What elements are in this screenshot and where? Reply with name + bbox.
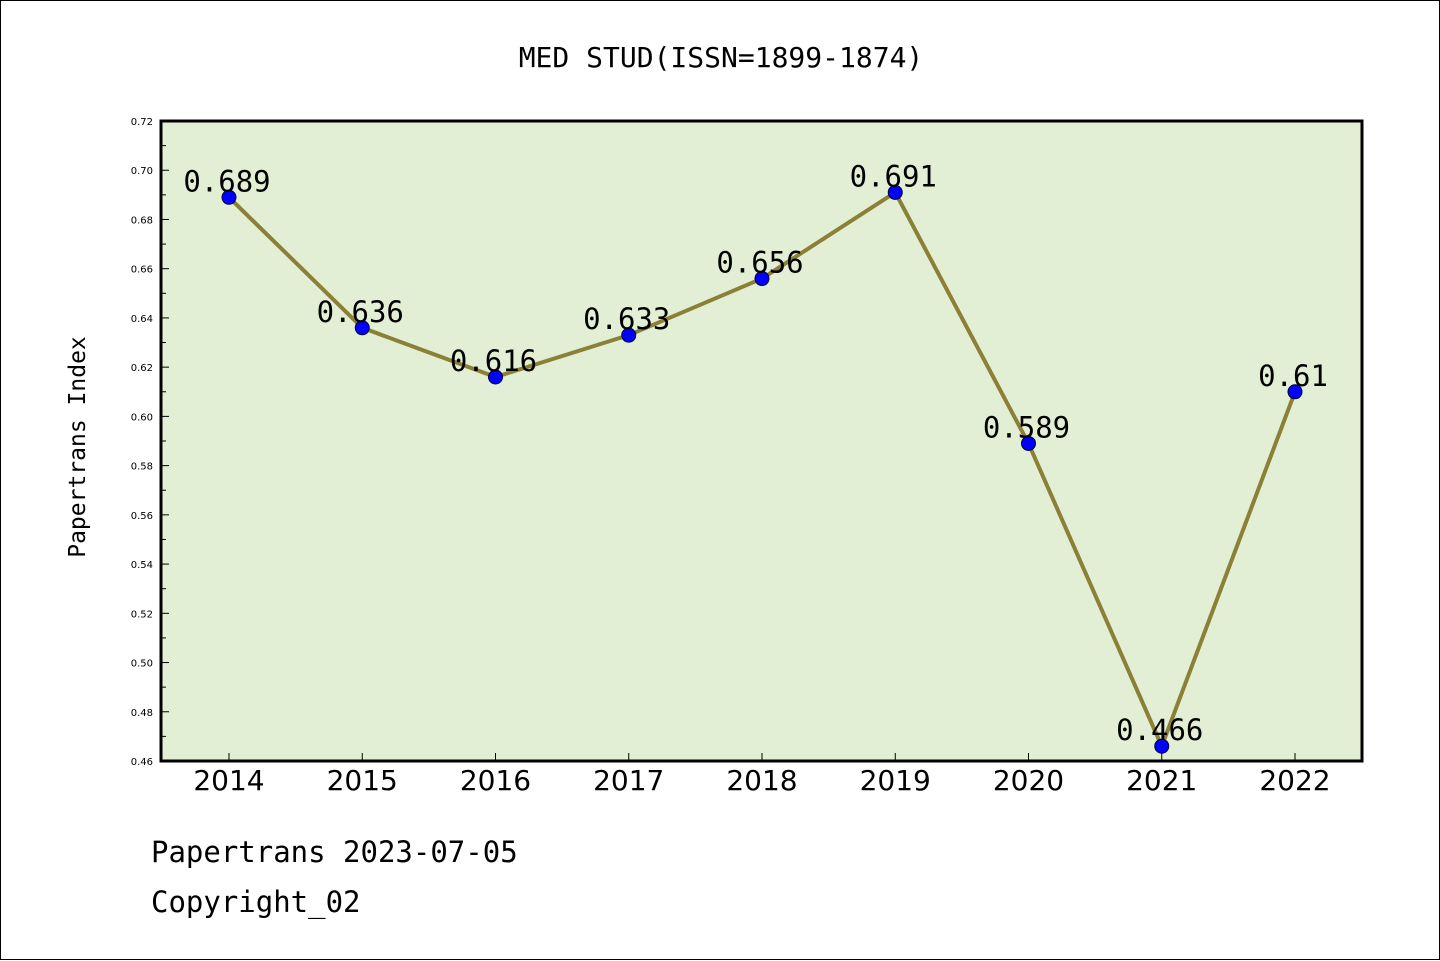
y-tick-label: 0.68 bbox=[131, 215, 153, 226]
data-point bbox=[1154, 738, 1170, 754]
data-label: 0.689 bbox=[183, 164, 270, 198]
data-label: 0.61 bbox=[1258, 359, 1328, 393]
data-point bbox=[887, 184, 903, 200]
data-label: 0.691 bbox=[850, 159, 937, 193]
x-tick-label: 2017 bbox=[593, 764, 664, 797]
data-point bbox=[221, 189, 237, 205]
y-tick-label: 0.50 bbox=[131, 659, 153, 670]
y-tick-label: 0.46 bbox=[131, 757, 153, 768]
footer-copyright: Copyright_02 bbox=[151, 885, 361, 919]
data-labels: 0.689 0.636 0.616 0.633 0.656 0.691 0.589 0.466… bbox=[183, 159, 1328, 747]
y-tick-label: 0.62 bbox=[131, 363, 153, 374]
x-axis: 2014 2015 2016 2017 2018 2019 2020 2021 2022 bbox=[193, 753, 1331, 797]
data-label: 0.589 bbox=[983, 410, 1070, 444]
data-label: 0.616 bbox=[450, 344, 537, 378]
data-point bbox=[488, 369, 503, 385]
x-tick-label: 2018 bbox=[726, 764, 797, 797]
x-tick-label: 2020 bbox=[993, 764, 1064, 797]
data-point bbox=[1021, 435, 1036, 451]
data-label: 0.656 bbox=[716, 246, 803, 280]
data-point bbox=[1287, 384, 1303, 400]
y-tick-label: 0.72 bbox=[131, 117, 153, 128]
y-tick-label: 0.66 bbox=[131, 265, 153, 276]
y-tick-label: 0.54 bbox=[131, 560, 153, 571]
data-label: 0.636 bbox=[317, 295, 404, 329]
y-tick-label: 0.58 bbox=[131, 462, 153, 473]
data-label: 0.633 bbox=[583, 302, 670, 336]
y-tick-label: 0.52 bbox=[131, 609, 153, 620]
x-tick-label: 2022 bbox=[1259, 764, 1330, 797]
x-tick-label: 2019 bbox=[860, 764, 931, 797]
chart-title: MED STUD(ISSN=1899-1874) bbox=[519, 41, 924, 74]
y-tick-label: 0.48 bbox=[131, 708, 153, 719]
data-point bbox=[354, 320, 370, 336]
y-tick-label: 0.64 bbox=[131, 314, 153, 325]
data-markers bbox=[221, 184, 1303, 754]
y-tick-label: 0.60 bbox=[131, 412, 153, 423]
footer-date: Papertrans 2023-07-05 bbox=[151, 835, 518, 869]
y-tick-label: 0.70 bbox=[131, 166, 153, 177]
data-point bbox=[754, 271, 770, 287]
y-axis-label: Papertrans Index bbox=[65, 336, 91, 558]
x-tick-label: 2016 bbox=[460, 764, 531, 797]
data-label: 0.466 bbox=[1116, 713, 1203, 747]
y-axis: 0.46 0.48 0.50 0.52 0.54 0.56 0.58 0.60 0.62 0.64… bbox=[131, 117, 169, 768]
x-tick-label: 2015 bbox=[327, 764, 398, 797]
y-tick-label: 0.56 bbox=[131, 511, 153, 522]
data-point bbox=[621, 327, 637, 343]
x-tick-label: 2014 bbox=[193, 764, 264, 797]
plot-border bbox=[159, 119, 1364, 763]
plot-area bbox=[161, 121, 1362, 761]
x-tick-label: 2021 bbox=[1126, 764, 1197, 797]
